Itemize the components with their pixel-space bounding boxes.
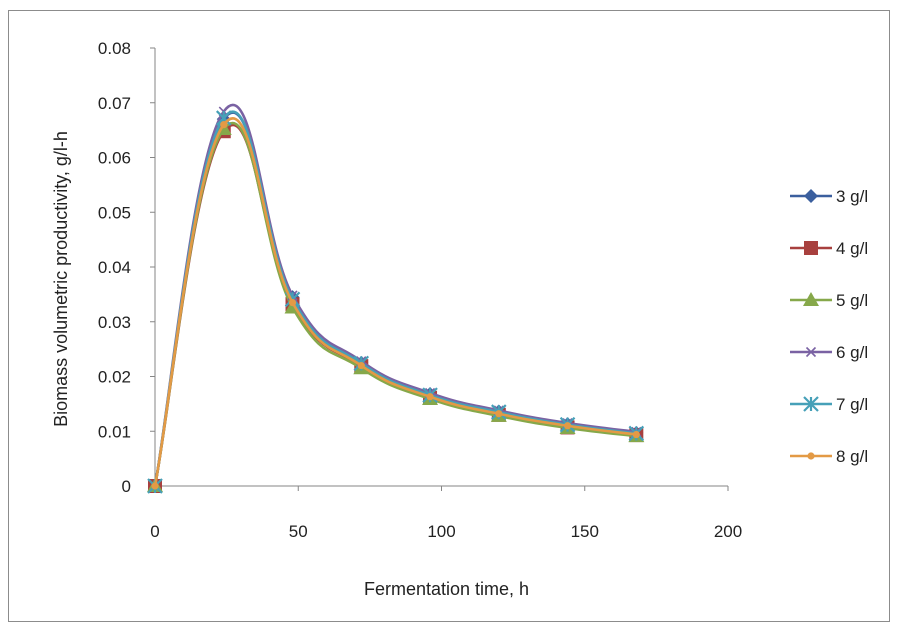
- data-point: [632, 430, 640, 439]
- series-3g-l: [148, 111, 644, 493]
- legend-label: 5 g/l: [836, 291, 868, 310]
- series-8g-l: [151, 117, 640, 490]
- data-point: [288, 298, 297, 307]
- y-tick-label: 0.01: [98, 422, 131, 441]
- data-point: [803, 396, 819, 412]
- legend-label: 6 g/l: [836, 343, 868, 362]
- series-line: [153, 117, 637, 487]
- legend-item: 6 g/l: [790, 343, 868, 362]
- series-layer: [147, 103, 645, 494]
- data-point: [804, 189, 818, 203]
- data-point: [804, 241, 818, 255]
- y-axis-title: Biomass volumetric productivity, g/l-h: [51, 131, 71, 427]
- legend-item: 7 g/l: [790, 395, 868, 414]
- legend-item: 5 g/l: [790, 291, 868, 310]
- y-tick-label: 0.04: [98, 258, 131, 277]
- series-5g-l: [147, 121, 645, 492]
- legend-label: 7 g/l: [836, 395, 868, 414]
- data-point: [563, 422, 572, 430]
- y-tick-label: 0.07: [98, 94, 131, 113]
- data-point: [805, 346, 817, 358]
- data-point: [357, 361, 365, 370]
- y-tick-label: 0.06: [98, 149, 131, 168]
- legend-label: 3 g/l: [836, 187, 868, 206]
- y-tick-label: 0: [122, 477, 131, 496]
- legend-item: 8 g/l: [790, 447, 868, 466]
- x-tick-label: 100: [427, 522, 455, 541]
- y-tick-label: 0.08: [98, 39, 131, 58]
- legend-label: 4 g/l: [836, 239, 868, 258]
- data-point: [151, 482, 159, 490]
- legend-label: 8 g/l: [836, 447, 868, 466]
- x-tick-label: 50: [289, 522, 308, 541]
- legend-item: 4 g/l: [790, 239, 868, 258]
- legend-item: 3 g/l: [790, 187, 868, 206]
- data-point: [803, 292, 819, 306]
- legend: 3 g/l 4 g/l 5 g/l 6 g/l 7 g/l 8 g/l: [790, 187, 868, 466]
- data-point: [220, 121, 228, 129]
- x-tick-label: 0: [150, 522, 159, 541]
- y-tick-label: 0.02: [98, 368, 131, 387]
- y-tick-label: 0.05: [98, 203, 131, 222]
- axes: 0 0.01 0.02 0.03 0.04 0.05 0.06 0.07 0.08 0 50 100 1…: [98, 39, 742, 541]
- data-point: [495, 410, 503, 418]
- series-7g-l: [147, 110, 645, 494]
- data-point: [807, 452, 815, 460]
- y-tick-label: 0.03: [98, 313, 131, 332]
- series-4g-l: [148, 123, 644, 493]
- data-point: [426, 393, 434, 401]
- x-tick-label: 200: [714, 522, 742, 541]
- x-tick-label: 150: [571, 522, 599, 541]
- x-axis-title: Fermentation time, h: [364, 579, 529, 599]
